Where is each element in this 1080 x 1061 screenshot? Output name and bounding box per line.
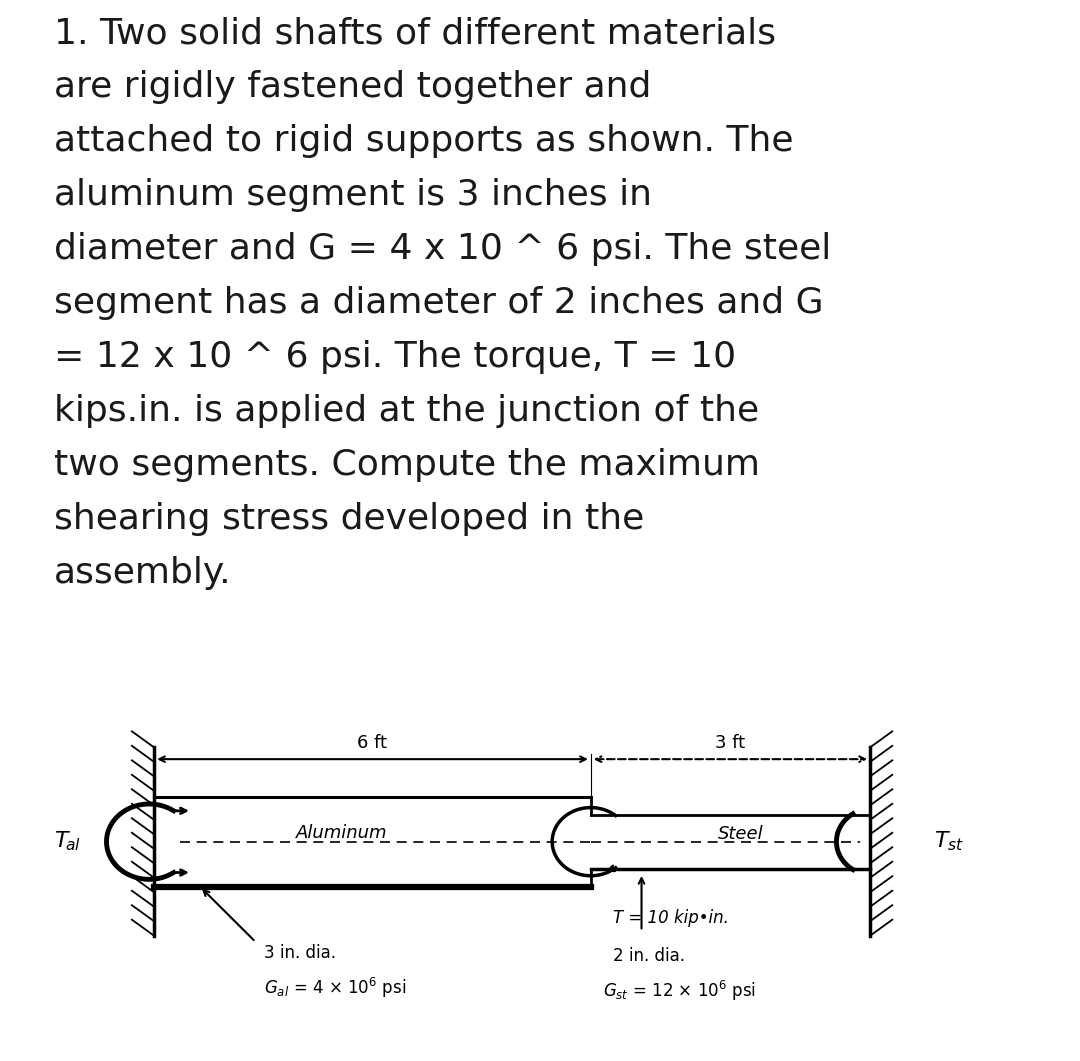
Text: = 12 x 10 ^ 6 psi. The torque, T = 10: = 12 x 10 ^ 6 psi. The torque, T = 10	[54, 341, 737, 375]
Text: 3 in. dia.: 3 in. dia.	[264, 944, 336, 962]
Text: aluminum segment is 3 inches in: aluminum segment is 3 inches in	[54, 178, 652, 212]
Text: attached to rigid supports as shown. The: attached to rigid supports as shown. The	[54, 124, 794, 158]
Text: $G_{al}$ = 4 × 10$^{6}$ psi: $G_{al}$ = 4 × 10$^{6}$ psi	[264, 976, 406, 1001]
Text: T = 10 kip•in.: T = 10 kip•in.	[613, 909, 729, 927]
Text: 1. Two solid shafts of different materials: 1. Two solid shafts of different materia…	[54, 17, 777, 51]
Text: 6 ft: 6 ft	[357, 734, 388, 752]
Text: $T_{st}$: $T_{st}$	[934, 830, 964, 853]
Text: $T_{\!al}$: $T_{\!al}$	[54, 830, 81, 853]
Text: diameter and G = 4 x 10 ^ 6 psi. The steel: diameter and G = 4 x 10 ^ 6 psi. The ste…	[54, 232, 832, 266]
Text: $G_{st}$ = 12 × 10$^{6}$ psi: $G_{st}$ = 12 × 10$^{6}$ psi	[603, 979, 756, 1003]
Text: assembly.: assembly.	[54, 556, 231, 590]
Text: Aluminum: Aluminum	[296, 823, 388, 841]
Text: two segments. Compute the maximum: two segments. Compute the maximum	[54, 448, 760, 482]
Text: 3 ft: 3 ft	[715, 734, 745, 752]
Text: shearing stress developed in the: shearing stress developed in the	[54, 502, 645, 536]
Text: Steel: Steel	[718, 825, 764, 843]
Text: kips.in. is applied at the junction of the: kips.in. is applied at the junction of t…	[54, 394, 759, 428]
Text: are rigidly fastened together and: are rigidly fastened together and	[54, 70, 651, 104]
Text: segment has a diameter of 2 inches and G: segment has a diameter of 2 inches and G	[54, 286, 824, 320]
Text: 2 in. dia.: 2 in. dia.	[613, 946, 685, 964]
